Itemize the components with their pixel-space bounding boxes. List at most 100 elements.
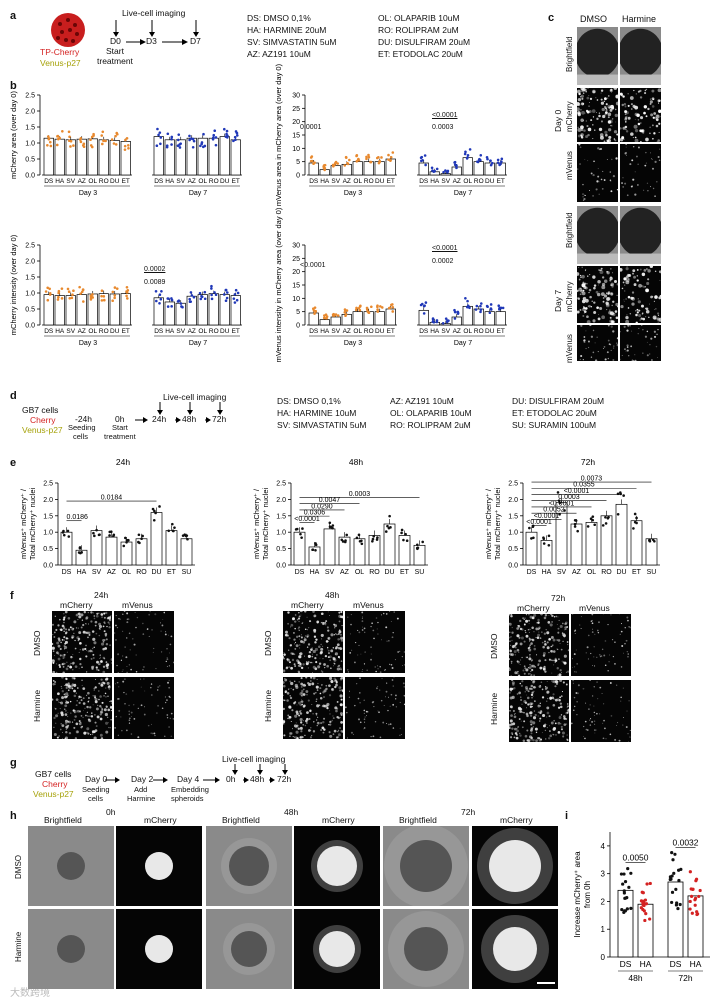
data-point [365,157,368,161]
speck [100,737,104,739]
data-point [47,137,51,141]
speck [329,720,332,724]
speck [620,358,621,361]
speck [620,127,622,130]
speck [580,325,583,327]
speck [125,729,128,732]
speck [311,647,313,649]
speck [52,698,54,701]
speck [334,624,338,628]
speck [329,614,330,616]
speck [302,663,305,666]
spheroid-icon [51,13,85,47]
speck [302,693,306,696]
speck [370,646,372,648]
speck [509,622,512,626]
speck [532,664,536,668]
speck [589,680,591,682]
speck [131,638,134,640]
speck [646,330,649,333]
panel-f-row-label-dmso: DMSO [263,630,273,657]
speck [614,310,618,314]
data-point [68,135,71,139]
speck [149,611,151,613]
speck [511,631,514,634]
speck [592,329,595,332]
y-tick-label: 1.5 [43,513,53,520]
speck [655,124,659,128]
spheroid-body [577,207,618,257]
speck [591,631,594,633]
y-axis-label-2: from 0h [583,881,592,908]
data-point [71,293,74,296]
y-tick-label: 0 [601,953,606,962]
speck [157,704,160,707]
speck [634,171,636,173]
speck [55,714,59,718]
speck [372,629,375,632]
speck [557,706,561,709]
speck [391,636,394,639]
panel-h-image-dmso-4 [383,826,469,906]
speck [519,734,522,737]
speck [578,287,583,292]
x-tick-label: ET [232,328,240,335]
bf-background [577,74,618,85]
speck [338,630,342,634]
speck [624,290,626,292]
speck [322,720,325,724]
speck [509,723,511,727]
speck [88,697,90,699]
speck [523,623,526,626]
data-point [375,156,379,160]
speck [647,269,651,273]
speck [593,286,596,290]
x-tick-label: RO [474,178,484,185]
x-tick-label: DS [154,178,164,185]
data-point [214,143,218,147]
speck [70,712,72,714]
speck [643,189,645,191]
bar [98,293,109,326]
data-point [355,306,358,310]
speck [557,721,561,725]
speck [312,611,315,613]
speck [613,138,616,140]
speck [82,623,85,627]
speck [653,132,656,135]
speck [150,723,153,725]
speck [315,698,318,701]
speck [651,89,655,93]
speck [561,731,565,735]
speck [121,630,124,633]
speck [86,715,89,717]
speck [314,656,317,660]
data-point [573,518,577,522]
speck [84,731,86,734]
speck [324,667,326,669]
speck [594,129,596,131]
bar [368,535,381,566]
speck [596,117,599,121]
speck [301,622,303,624]
speck [323,728,326,731]
data-point [189,291,193,294]
speck [128,704,130,707]
speck [640,122,642,124]
speck [63,636,66,639]
pval-b2-a: 0.0002 [144,266,166,273]
speck [646,268,648,270]
data-point [386,524,389,528]
speck [294,665,297,667]
speck [526,729,529,732]
speck [118,617,120,620]
speck [627,295,631,299]
speck [60,685,62,687]
panel-h-image-dmso-5 [472,826,558,906]
speck [56,641,60,645]
x-tick-label: DS [62,569,72,576]
speck [605,292,608,294]
speck [85,714,87,717]
speck [522,711,524,713]
